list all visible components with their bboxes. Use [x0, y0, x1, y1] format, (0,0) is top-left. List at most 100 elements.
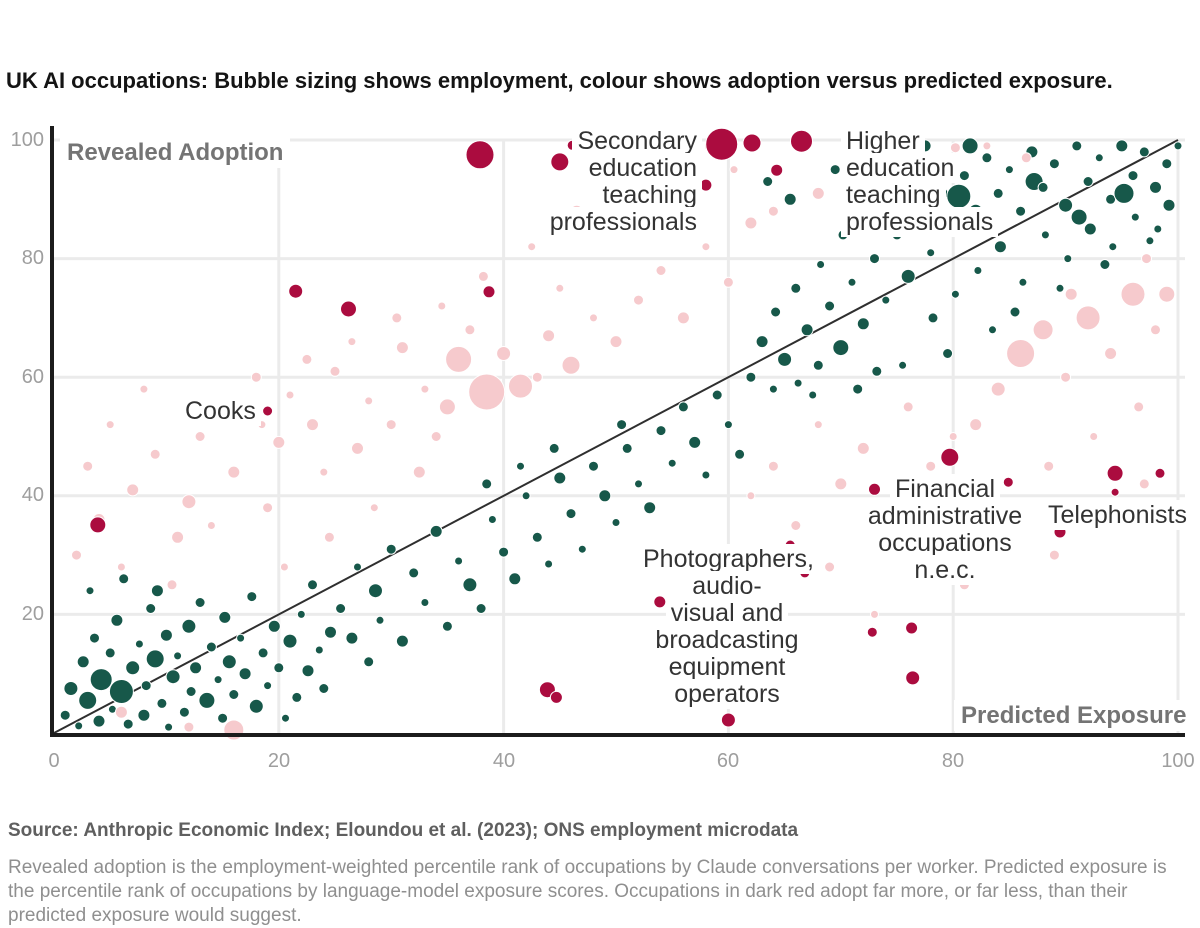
- data-bubble: [257, 647, 269, 659]
- data-bubble: [385, 419, 397, 431]
- y-axis-title-text: Revealed Adoption: [60, 137, 291, 168]
- data-bubble: [89, 632, 100, 644]
- data-bubble: [1153, 224, 1163, 234]
- annotation-secondary-education: Secondary education teaching professiona…: [470, 126, 702, 237]
- data-bubble: [950, 289, 960, 299]
- data-bubble: [544, 559, 554, 569]
- data-bubble: [793, 378, 803, 388]
- data-bubble: [900, 268, 916, 284]
- x-tick-label: 100: [1161, 750, 1195, 772]
- data-bubble: [263, 681, 273, 691]
- y-tick-label: 60: [21, 366, 44, 388]
- data-bubble: [468, 373, 506, 411]
- data-bubble: [711, 389, 723, 401]
- source-line: Source: Anthropic Economic Index; Elound…: [8, 820, 799, 841]
- data-bubble: [1138, 478, 1150, 490]
- data-bubble: [1141, 253, 1152, 265]
- data-bubble: [437, 301, 447, 311]
- data-bubble: [811, 186, 825, 200]
- data-bubble: [1020, 152, 1032, 164]
- data-bubble: [227, 465, 241, 479]
- data-bubble: [722, 276, 734, 288]
- data-bubble: [521, 491, 531, 501]
- data-bubble: [482, 285, 496, 299]
- data-bubble: [250, 371, 262, 383]
- data-bubble: [905, 670, 921, 686]
- data-bubble: [1094, 153, 1104, 163]
- data-bubble: [1040, 230, 1050, 240]
- data-bubble: [981, 152, 993, 164]
- data-bubble: [76, 655, 90, 669]
- data-bubble: [475, 603, 487, 614]
- data-bubble: [181, 494, 197, 510]
- data-bubble: [145, 649, 165, 669]
- data-bubble: [905, 621, 919, 635]
- data-bubble: [221, 654, 237, 670]
- data-bubble: [720, 712, 736, 728]
- data-bubble: [306, 418, 319, 432]
- data-bubble: [940, 447, 960, 467]
- data-bubble: [272, 435, 286, 449]
- data-bubble: [74, 721, 84, 731]
- data-bubble: [1162, 198, 1176, 212]
- data-bubble: [391, 312, 403, 324]
- data-bubble: [285, 390, 295, 400]
- data-bubble: [218, 610, 232, 624]
- data-bubble: [89, 516, 107, 534]
- x-tick-label: 40: [492, 750, 516, 772]
- data-bubble: [105, 420, 115, 430]
- data-bubble: [63, 681, 79, 696]
- data-bubble: [496, 346, 512, 361]
- data-bubble: [549, 690, 563, 704]
- data-bubble: [508, 572, 522, 586]
- data-bubble: [301, 664, 315, 678]
- data-bubble: [961, 137, 979, 155]
- data-bubble: [927, 312, 939, 324]
- data-bubble: [335, 603, 347, 614]
- data-bubble: [323, 531, 335, 543]
- data-bubble: [363, 656, 375, 668]
- data-bubble: [598, 489, 612, 503]
- data-bubble: [288, 283, 304, 299]
- data-bubble: [412, 465, 426, 479]
- data-bubble: [734, 448, 746, 460]
- data-bubble: [829, 164, 841, 176]
- data-bubble: [171, 530, 185, 544]
- data-bubble: [213, 675, 223, 685]
- data-bubble: [441, 620, 453, 632]
- x-axis-title: Predicted Exposure: [954, 700, 1194, 731]
- data-bubble: [149, 448, 161, 460]
- data-bubble: [990, 381, 1006, 397]
- axes: [50, 126, 1185, 737]
- data-bubble: [824, 300, 836, 312]
- y-tick-label: 20: [21, 603, 44, 625]
- data-bubble: [173, 651, 183, 661]
- data-bubble: [1058, 197, 1074, 213]
- data-bubble: [104, 647, 116, 659]
- data-bubble: [856, 441, 870, 455]
- data-bubble: [420, 598, 430, 607]
- data-bubble: [767, 205, 779, 217]
- y-tick-label: 80: [21, 247, 44, 269]
- data-bubble: [189, 661, 203, 675]
- data-bubble: [1173, 141, 1183, 151]
- data-bubble: [166, 579, 178, 591]
- data-bubble: [156, 697, 168, 709]
- data-bubble: [228, 689, 240, 700]
- y-tick-label: 100: [10, 129, 44, 151]
- data-bubble: [329, 365, 341, 377]
- data-bubble: [729, 165, 739, 175]
- data-bubble: [353, 562, 362, 572]
- data-bubble: [122, 718, 134, 730]
- data-bubble: [1002, 476, 1014, 488]
- data-bubble: [1071, 140, 1083, 152]
- data-bubble: [531, 371, 543, 383]
- data-bubble: [420, 384, 430, 394]
- data-bubble: [1082, 176, 1094, 187]
- data-bubble: [165, 669, 181, 685]
- data-bubble: [78, 690, 98, 710]
- data-bubble: [550, 152, 570, 172]
- data-bubble: [1104, 347, 1118, 360]
- data-bubble: [783, 192, 797, 206]
- data-bubble: [667, 458, 677, 468]
